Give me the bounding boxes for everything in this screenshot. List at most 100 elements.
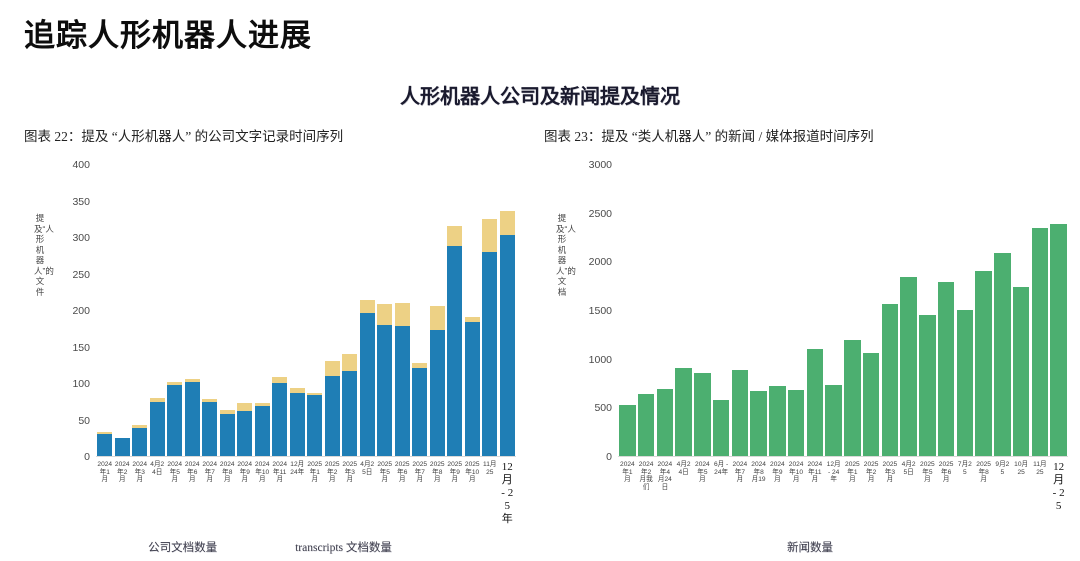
bar-column[interactable] [184,165,200,456]
x-tick-label: 2024年1月 [620,461,635,484]
bar-column[interactable] [307,165,323,456]
bar-segment [499,234,515,456]
bar-column[interactable] [637,165,655,456]
bar-column[interactable] [769,165,786,456]
bar-column[interactable] [844,165,861,456]
bar-column[interactable] [342,165,358,456]
bar-column[interactable] [694,165,711,456]
x-tick-label: 2025年6月 [394,461,410,484]
x-tick-label: 2024年9月 [770,461,785,484]
bar-segment [132,428,148,456]
bar-segment [342,370,358,456]
x-tick-label: 2024年3月 [132,461,148,484]
bar-column[interactable] [881,165,899,456]
bar-column[interactable] [919,165,936,456]
x-tick-label: 2024年2月 [114,461,130,484]
bar-column[interactable] [994,165,1011,456]
bar-segment [994,252,1011,456]
x-tick-label: 9月25 [995,461,1010,476]
bar-segment [694,373,711,456]
bar-column[interactable] [862,165,880,456]
right-bars [618,165,1068,456]
bar-column[interactable] [429,165,445,456]
bar-column[interactable] [394,165,410,456]
bar-column[interactable] [806,165,824,456]
bar-segment [149,398,165,402]
legend-item[interactable]: 公司文档数量 [148,542,218,554]
bar-column[interactable] [1012,165,1030,456]
bar-column[interactable] [482,165,498,456]
bar-column[interactable] [237,165,253,456]
bar-column[interactable] [97,165,113,456]
x-tick-label: 10月25 [1014,461,1029,476]
bar-column[interactable] [377,165,393,456]
bar-column[interactable] [937,165,955,456]
legend-item[interactable]: transcripts 文档数量 [295,542,392,554]
bar-column[interactable] [499,165,515,456]
bar-segment [464,317,480,322]
bar-column[interactable] [254,165,270,456]
x-tick-label: 4月24日 [150,461,165,476]
x-tick-label: 2025年2月 [324,461,340,484]
bar-column[interactable] [712,165,730,456]
x-tick-label: 2025年8月 [429,461,445,484]
bar-column[interactable] [619,165,636,456]
bar-column[interactable] [132,165,148,456]
bar-column[interactable] [289,165,305,456]
bar-column[interactable] [675,165,692,456]
bar-column[interactable] [149,165,165,456]
y-tick-label: 500 [594,402,612,415]
left-chart-caption: 图表 22：提及 “人形机器人” 的公司文字记录时间序列 [24,129,344,144]
bar-segment [342,353,358,371]
bar-segment [1050,224,1067,456]
x-tick-label: 2024年5月 [167,461,183,484]
x-tick-label: 2024年11月 [272,461,288,484]
x-tick-label: 2024年8月 [219,461,235,484]
bar-column[interactable] [900,165,917,456]
bar-segment [412,363,428,368]
x-tick-label: 2024年8月19 [751,461,766,484]
left-y-axis-label: 提及“人形机器人”的文件 [34,213,54,297]
bar-column[interactable] [1050,165,1067,456]
bar-column[interactable] [272,165,288,456]
bar-column[interactable] [787,165,805,456]
x-tick-label: 4月25日 [360,461,375,476]
bar-segment [149,401,165,456]
bar-column[interactable] [167,165,183,456]
bar-column[interactable] [219,165,235,456]
y-tick-label: 2000 [588,256,612,269]
bar-column[interactable] [750,165,767,456]
bar-segment [956,310,974,456]
x-tick-label: 2024年9月 [237,461,253,484]
section-heading: 人形机器人公司及新闻提及情况 [400,86,680,108]
right-chart-panel: 图表 23：提及 “类人机器人” 的新闻 / 媒体报道时间序列 提及“人形机器人… [540,125,1080,561]
x-tick-label: 2024年4月24日 [657,461,673,491]
bar-segment [184,381,200,456]
legend-item[interactable]: 新闻数量 [787,542,833,554]
bar-column[interactable] [656,165,674,456]
x-tick-label: 2024年5月 [695,461,710,484]
left-plot [96,165,516,457]
bar-column[interactable] [202,165,218,456]
x-tick-label: 2024年10月 [788,461,804,484]
bar-segment [499,211,515,235]
bar-column[interactable] [464,165,480,456]
bar-column[interactable] [412,165,428,456]
bar-segment [675,368,692,456]
bar-segment [167,382,183,386]
bar-segment [219,410,235,415]
bar-segment [272,377,288,383]
bar-column[interactable] [1031,165,1049,456]
bar-segment [482,251,498,456]
bar-column[interactable] [114,165,130,456]
x-tick-label: 2025年6月 [938,461,954,484]
bar-column[interactable] [956,165,974,456]
bar-column[interactable] [975,165,992,456]
bar-column[interactable] [324,165,340,456]
bar-column[interactable] [731,165,749,456]
bar-column[interactable] [447,165,463,456]
y-tick-label: 0 [84,451,90,463]
bar-column[interactable] [825,165,842,456]
bar-segment [377,304,393,326]
bar-column[interactable] [359,165,375,456]
